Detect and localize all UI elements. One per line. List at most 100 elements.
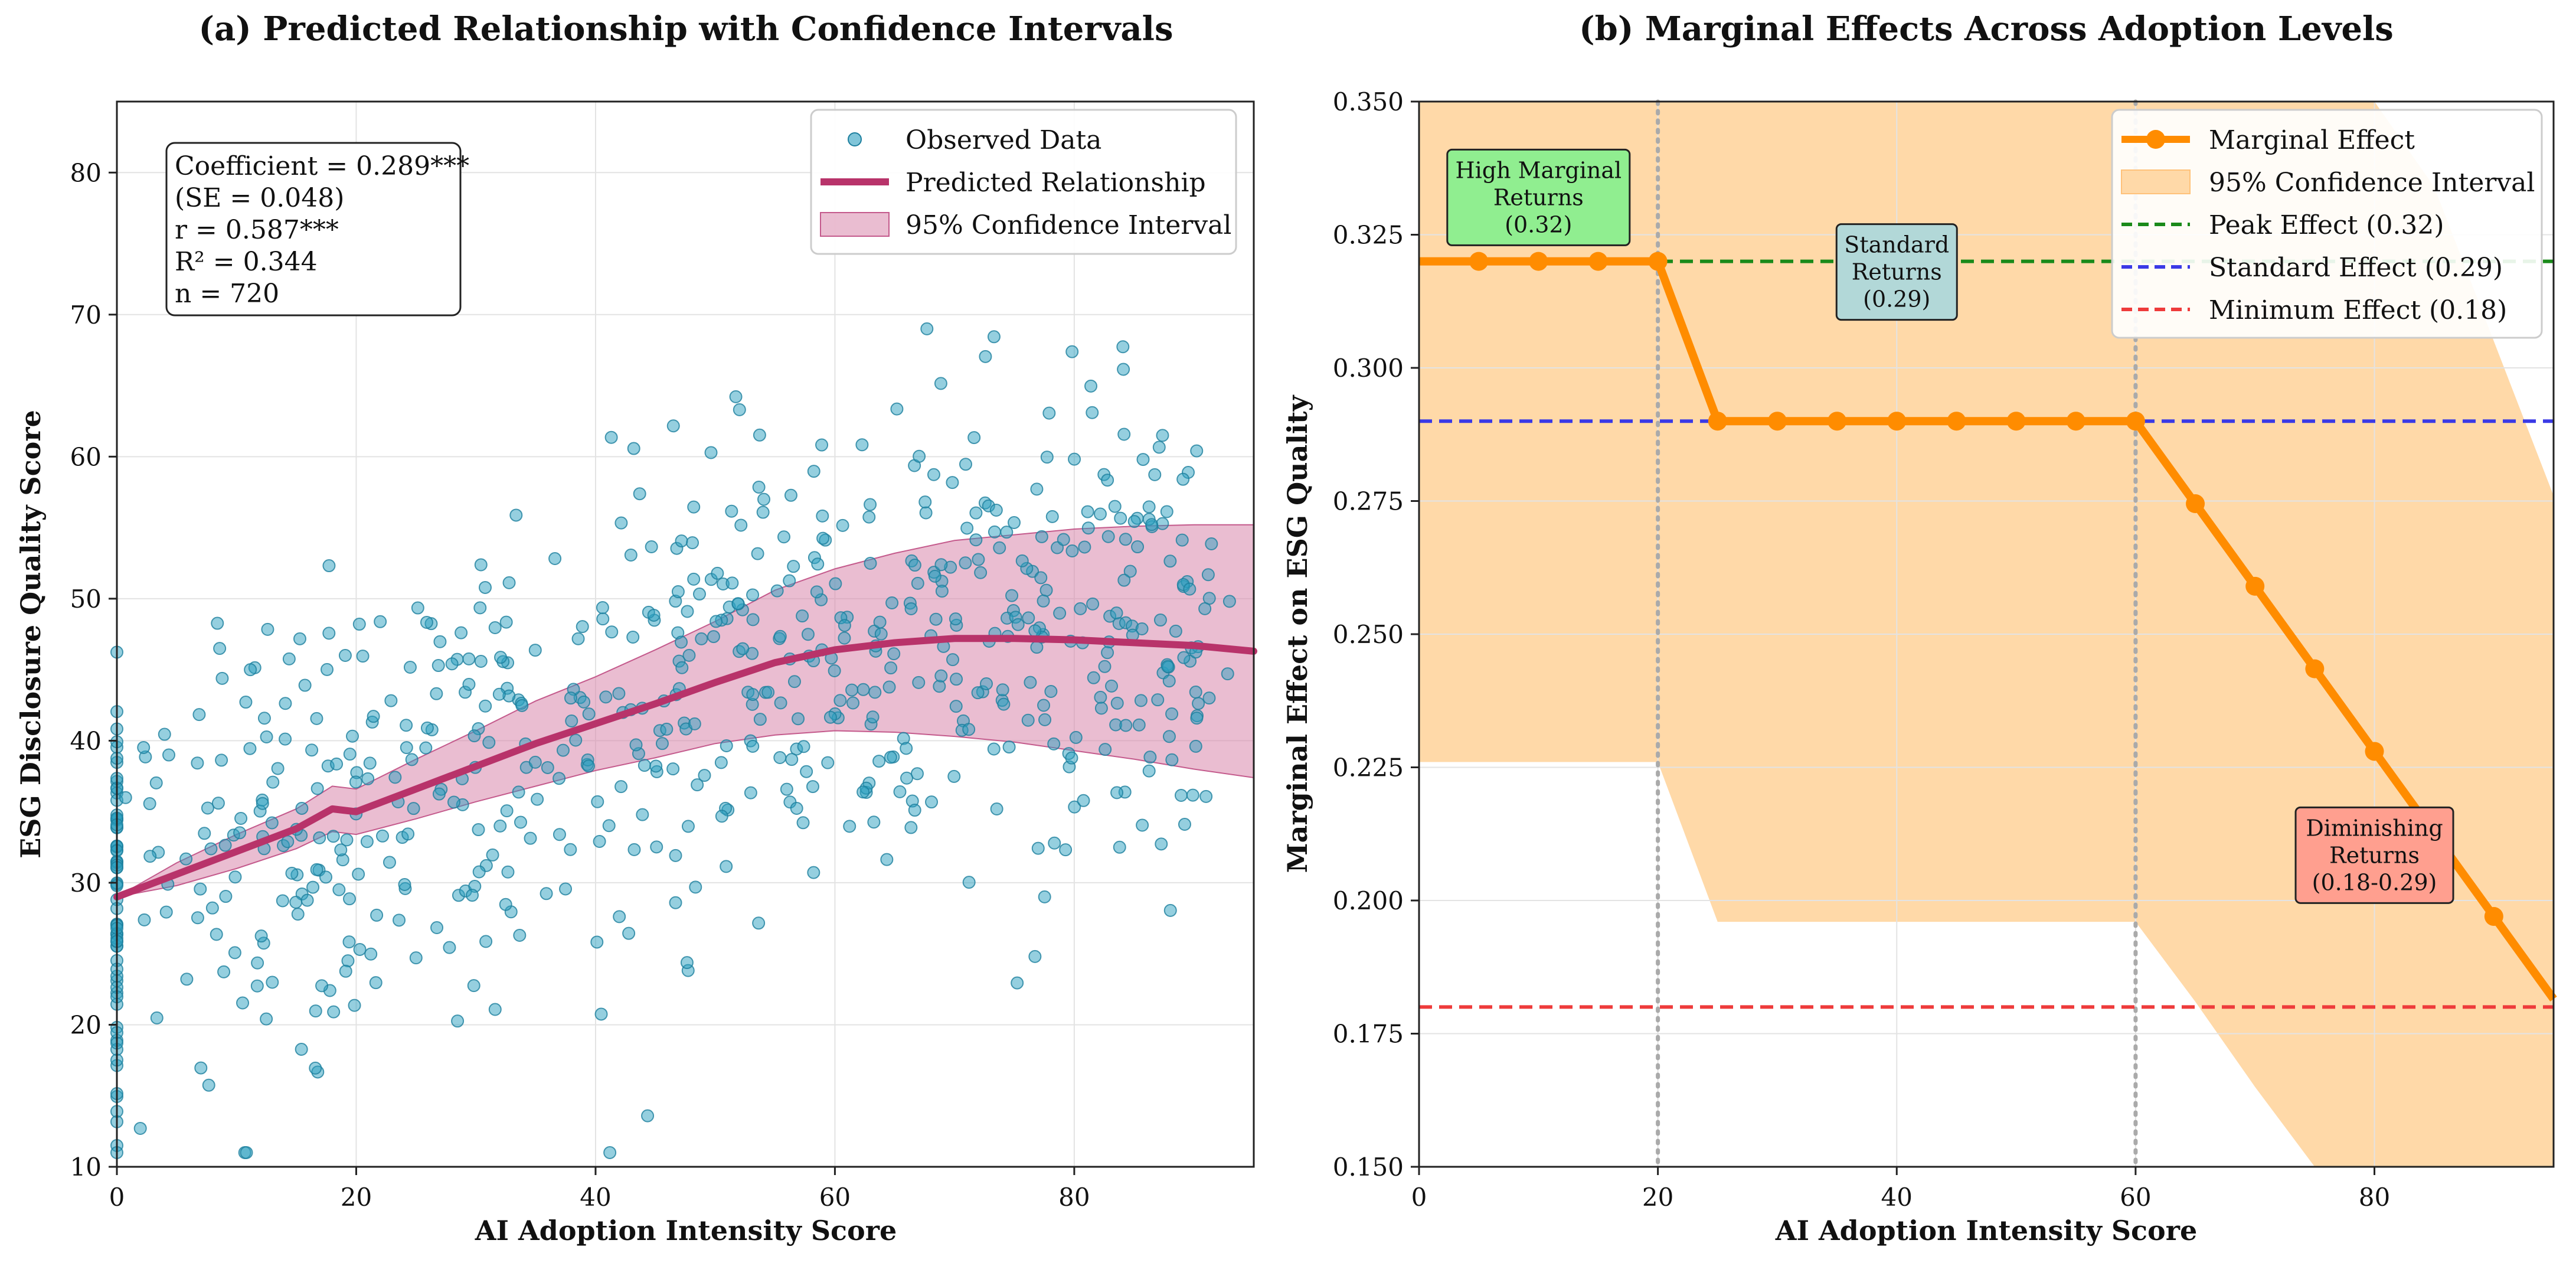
marginal-effect-marker [1529,252,1548,271]
observed-point [801,628,815,641]
observed-point [488,1003,502,1016]
observed-point [934,558,948,572]
observed-point [407,802,420,815]
observed-point [256,797,269,810]
observed-point [1151,693,1165,707]
observed-point [217,965,231,978]
panel-b-x-tick-label-2: 40 [1881,1183,1913,1212]
observed-point [150,1011,164,1024]
panel-b-title: (b) Marginal Effects Across Adoption Lev… [1579,9,2394,48]
observed-point [364,947,378,961]
observed-point [698,769,711,782]
observed-point [1142,764,1156,778]
observed-point [137,740,151,754]
observed-point [746,688,760,701]
observed-point [309,1004,322,1018]
observed-point [243,742,257,755]
observed-point [796,816,810,830]
observed-point [493,819,507,833]
observed-point [971,686,985,700]
observed-point [949,612,962,626]
observed-point [989,503,1003,517]
panel-a-frame [116,100,1255,1168]
observed-point [893,785,907,798]
observed-point [466,889,479,902]
observed-point [339,964,352,978]
observed-point [295,1042,308,1056]
observed-point [1059,843,1073,857]
observed-point [482,736,496,749]
observed-point [1086,406,1099,419]
observed-point [401,827,415,841]
observed-point [605,625,619,639]
observed-point [1044,684,1058,698]
observed-point [540,887,553,900]
observed-point [228,870,242,884]
observed-point [1116,340,1130,354]
panel-a-x-tick-label-0: 0 [109,1183,125,1212]
observed-point [571,632,585,645]
observed-point [711,566,724,580]
observed-point [927,468,940,481]
observed-point [996,683,1009,697]
observed-point [816,531,830,545]
observed-point [1074,602,1087,615]
panel-b-y-tick-label-4: 0.250 [1333,620,1404,649]
marginal-effect-marker [1767,412,1787,431]
observed-point [753,713,767,726]
panel-a-legend: Observed Data Predicted Relationship 95%… [810,109,1237,255]
observed-point [1198,602,1212,615]
observed-point [1065,544,1079,558]
observed-point [1038,890,1051,903]
observed-point [1162,730,1176,743]
observed-point [159,905,173,919]
observed-point [383,856,396,869]
observed-point [1047,737,1061,751]
observed-point [874,627,888,641]
marginal-effect-marker [1828,412,1847,431]
observed-point [1087,671,1100,684]
observed-point [857,683,870,696]
observed-point [1065,751,1078,765]
panel-a-y-tick-label-2: 30 [70,869,102,898]
observed-point [479,935,493,948]
panel-b-y-tick-label-3: 0.225 [1333,753,1404,782]
observed-point [638,759,651,772]
observed-point [1162,674,1176,688]
panel-b-y-tick-label-6: 0.300 [1333,354,1404,383]
observed-point [1068,452,1081,466]
observed-point [257,712,271,725]
observed-point [494,651,508,664]
observed-point [692,588,706,601]
observed-point [1132,718,1146,732]
observed-point [596,601,609,614]
panel-a-x-tick-label-4: 80 [1058,1183,1090,1212]
observed-point [790,802,803,815]
observed-point [569,733,583,747]
observed-point [341,954,355,968]
observed-point [1035,530,1048,543]
legend-minimum-label: Minimum Effect (0.18) [2209,295,2507,325]
observed-point [725,504,738,518]
observed-point [204,842,218,856]
annotation-2-line-2: (0.18-0.29) [2312,869,2437,895]
observed-point [305,743,319,757]
observed-point [912,676,926,689]
observed-point [919,506,933,520]
annotation-0-line-1: Returns [1493,184,1584,210]
observed-point [838,631,851,645]
observed-point [322,627,336,640]
observed-point [959,556,972,570]
observed-point [836,518,849,532]
annotation-2-line-0: Diminishing [2306,815,2443,841]
observed-point [398,878,411,892]
panel-a-y-tick-label-4: 50 [70,585,102,614]
annotation-2-line-1: Returns [2329,842,2420,868]
observed-point [348,999,361,1012]
observed-point [1081,521,1095,535]
observed-point [603,1146,617,1159]
observed-point [949,700,963,713]
panel-a-y-tick-label-7: 80 [70,158,102,187]
